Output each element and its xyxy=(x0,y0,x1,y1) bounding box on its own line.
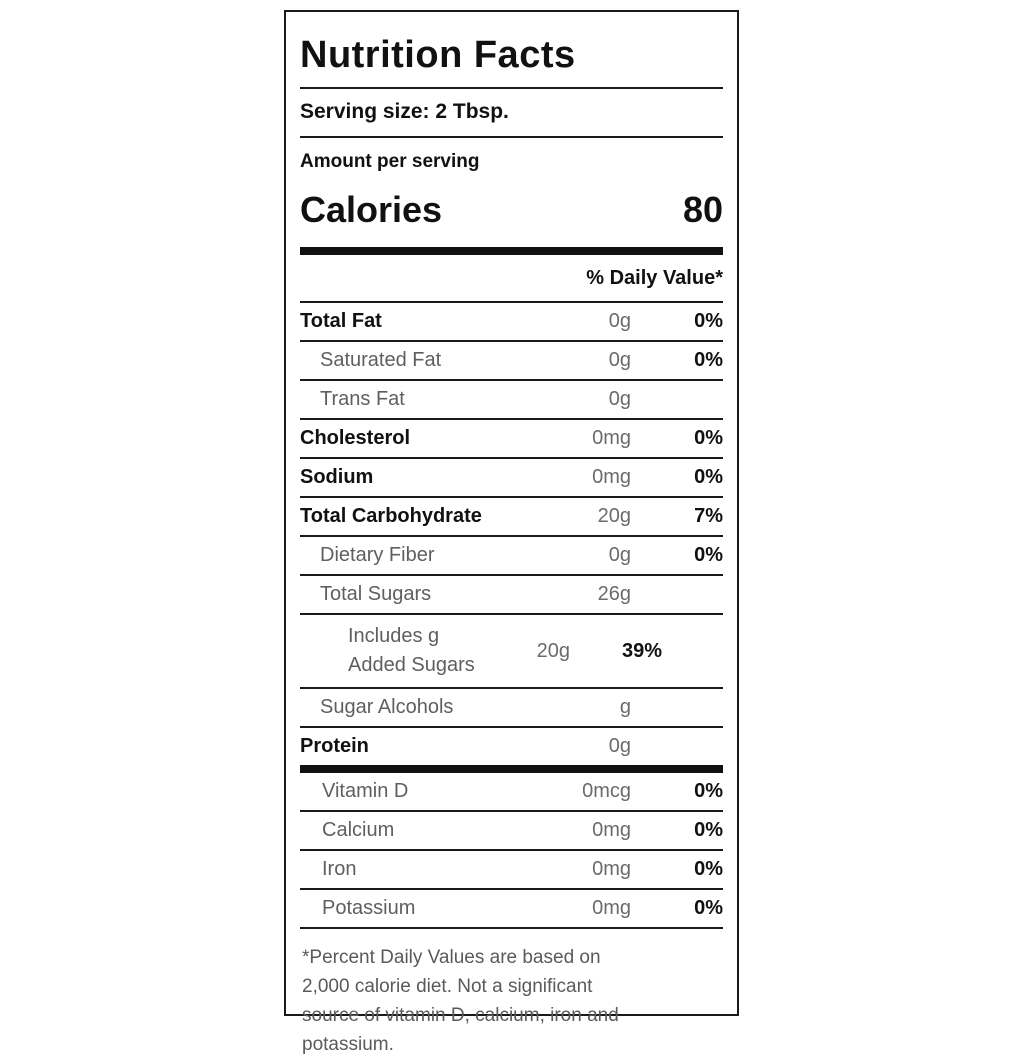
nutrient-amount: 0g xyxy=(608,735,631,757)
nutrient-row: Calcium 0mg 0% xyxy=(300,812,723,851)
nutrient-row: Total Carbohydrate 20g 7% xyxy=(300,496,723,535)
nutrient-name: Trans Fat xyxy=(320,388,405,410)
nutrient-amount: 20g xyxy=(536,639,570,662)
nutrient-daily-value: 0% xyxy=(694,349,723,371)
nutrient-amount: 26g xyxy=(597,583,631,605)
nutrient-name: Potassium xyxy=(322,897,416,919)
nutrient-amount: 0mg xyxy=(592,819,631,841)
footnote: *Percent Daily Values are based on 2,000… xyxy=(302,947,619,1055)
nutrient-amount: 0mg xyxy=(592,858,631,880)
nutrient-row: Total Fat 0g 0% xyxy=(300,301,723,340)
nutrient-amount: 20g xyxy=(597,505,631,527)
nutrient-row: Trans Fat 0g xyxy=(300,379,723,418)
divider xyxy=(300,87,723,89)
calories-row: Calories 80 xyxy=(300,179,723,247)
nutrient-row: Saturated Fat 0g 0% xyxy=(300,340,723,379)
nutrient-daily-value: 0% xyxy=(694,427,723,449)
nutrient-row: Iron 0mg 0% xyxy=(300,851,723,890)
calories-value: 80 xyxy=(682,189,723,230)
nutrient-daily-value: 0% xyxy=(694,858,723,880)
nutrient-amount: 0g xyxy=(608,388,631,410)
nutrient-daily-value: 0% xyxy=(694,310,723,332)
nutrition-facts-label: Nutrition Facts Serving size: 2 Tbsp. Am… xyxy=(284,10,739,1055)
nutrient-name: Cholesterol xyxy=(300,427,411,449)
nutrient-amount: 0g xyxy=(608,310,631,332)
nutrient-amount: 0mg xyxy=(592,466,631,488)
nutrient-row: Potassium 0mg 0% xyxy=(300,890,723,929)
thick-divider xyxy=(300,765,723,773)
nutrient-amount: 0mg xyxy=(592,897,631,919)
nutrient-amount: g xyxy=(619,696,631,718)
nutrient-row: Includes g Added Sugars 20g 39% xyxy=(300,613,723,687)
label-title: Nutrition Facts xyxy=(300,34,576,76)
nutrient-daily-value: 0% xyxy=(694,544,723,566)
nutrient-row: Cholesterol 0mg 0% xyxy=(300,418,723,457)
nutrient-name: Total Sugars xyxy=(320,583,432,605)
thick-divider xyxy=(300,247,723,255)
nutrient-name: Total Carbohydrate xyxy=(300,505,482,527)
nutrient-daily-value: 39% xyxy=(621,639,662,662)
nutrient-row: Vitamin D 0mcg 0% xyxy=(300,773,723,812)
nutrient-amount: 0mcg xyxy=(582,780,631,802)
nutrient-name: Protein xyxy=(300,735,369,757)
nutrient-row: Protein 0g xyxy=(300,726,723,765)
nutrient-name: Calcium xyxy=(322,819,395,841)
micronutrient-rows: Vitamin D 0mcg 0% Calcium 0mg 0% Iron 0m… xyxy=(300,773,723,929)
nutrient-name: Sodium xyxy=(300,466,374,488)
calories-label: Calories xyxy=(300,189,443,230)
nutrient-rows: Total Fat 0g 0% Saturated Fat 0g 0% Tran… xyxy=(300,301,723,765)
daily-value-header: % Daily Value* xyxy=(586,267,723,289)
nutrient-amount: 0g xyxy=(608,349,631,371)
nutrient-name: Saturated Fat xyxy=(320,349,442,371)
nutrient-row: Sugar Alcohols g xyxy=(300,687,723,726)
amount-per-serving: Amount per serving xyxy=(300,151,480,172)
nutrient-name: Iron xyxy=(322,858,357,880)
nutrient-daily-value: 0% xyxy=(694,466,723,488)
nutrient-daily-value: 7% xyxy=(694,505,723,527)
nutrient-daily-value: 0% xyxy=(694,897,723,919)
nutrient-row: Sodium 0mg 0% xyxy=(300,457,723,496)
nutrient-name: Dietary Fiber xyxy=(320,544,435,566)
nutrient-amount: 0g xyxy=(608,544,631,566)
nutrient-row: Total Sugars 26g xyxy=(300,574,723,613)
nutrient-daily-value: 0% xyxy=(694,819,723,841)
serving-size: Serving size: 2 Tbsp. xyxy=(300,100,509,123)
nutrient-name: Total Fat xyxy=(300,310,382,332)
nutrient-name: Vitamin D xyxy=(322,780,409,802)
nutrient-daily-value: 0% xyxy=(694,780,723,802)
nutrient-name: Sugar Alcohols xyxy=(320,696,454,718)
nutrient-row: Dietary Fiber 0g 0% xyxy=(300,535,723,574)
nutrient-name: Includes g Added Sugars xyxy=(348,625,475,676)
divider xyxy=(300,136,723,138)
nutrient-amount: 0mg xyxy=(592,427,631,449)
